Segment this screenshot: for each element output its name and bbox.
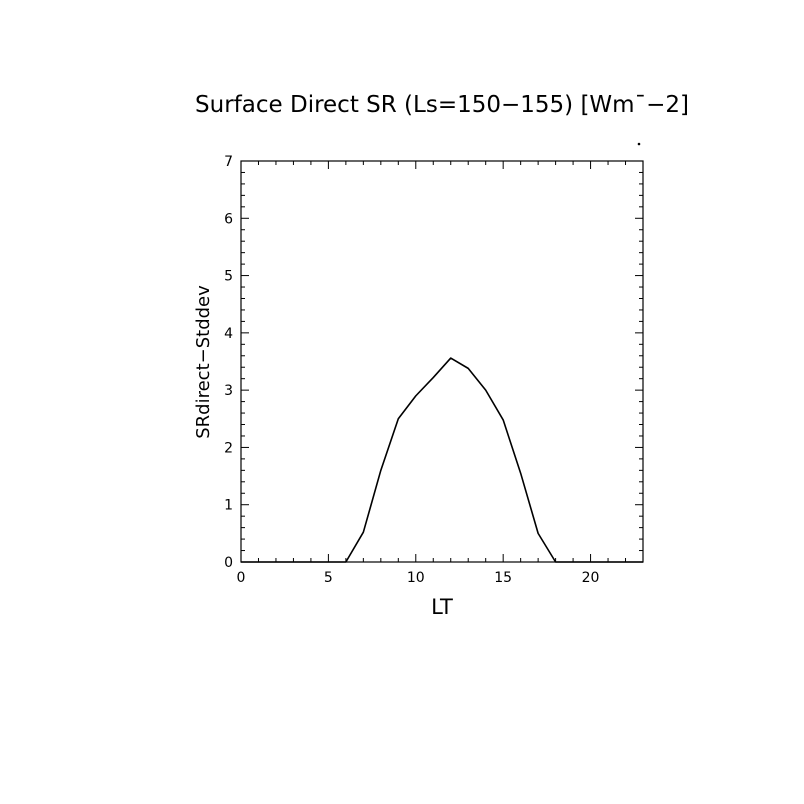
y-tick-label: 4: [224, 326, 233, 342]
y-axis-label-group: SRdirect−Stddev: [193, 285, 214, 439]
x-axis-label: LT: [431, 595, 453, 619]
x-tick-label: 15: [494, 570, 512, 586]
tick-labels: 0 5 10 15 20 0 1 2 3 4 5 6 7: [224, 154, 599, 586]
y-tick-label: 3: [224, 383, 233, 399]
axis-ticks: [240, 160, 644, 563]
y-axis-label: SRdirect−Stddev: [193, 285, 214, 439]
series-line: [241, 357, 643, 563]
y-tick-label: 7: [224, 154, 233, 170]
x-tick-label: 20: [582, 570, 600, 586]
plot-frame: [240, 160, 644, 563]
y-tick-label: 2: [224, 440, 233, 456]
chart-title: Surface Direct SR (Ls=150−155) [Wm¯−2]: [195, 92, 689, 118]
y-tick-label: 6: [224, 211, 233, 227]
y-tick-label: 0: [224, 555, 233, 571]
x-tick-label: 10: [407, 570, 425, 586]
x-tick-label: 5: [324, 570, 333, 586]
y-tick-label: 1: [224, 498, 233, 514]
series-layer: [241, 357, 643, 563]
x-tick-label: 0: [237, 570, 246, 586]
y-tick-label: 5: [224, 269, 233, 285]
annotation-dot: [637, 142, 641, 146]
